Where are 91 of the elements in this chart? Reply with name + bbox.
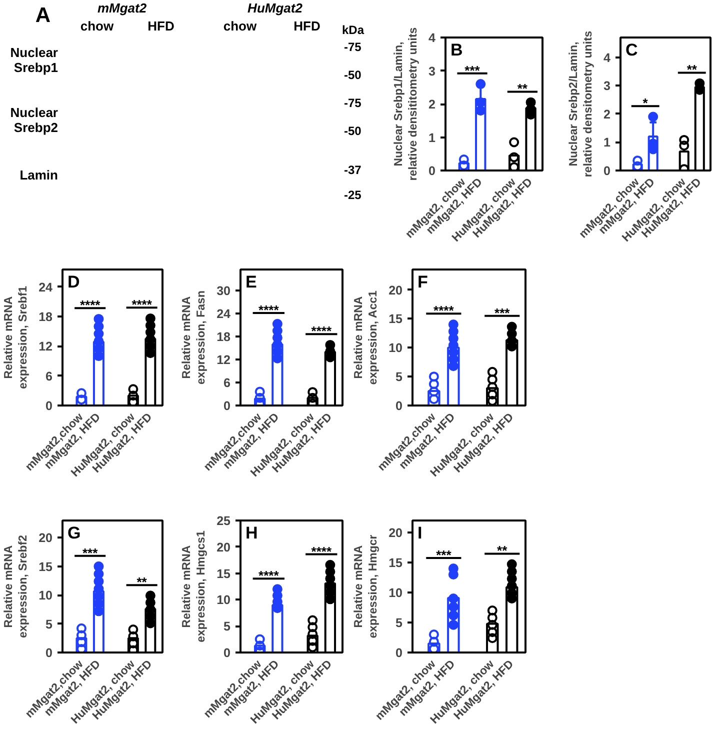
text: -37 — [344, 163, 362, 178]
text: -75 — [344, 96, 362, 111]
y-tick-label: 4 — [428, 31, 436, 45]
chart-title: F — [418, 272, 428, 292]
y-tick-label: 18 — [38, 310, 53, 324]
annotation: *** — [436, 547, 452, 562]
chart-title: B — [450, 40, 463, 60]
y-tick-label: 0 — [396, 646, 403, 660]
y-tick-label: 18 — [216, 330, 231, 344]
chart-title: D — [68, 272, 80, 292]
text: mMgat2 — [97, 0, 147, 16]
annotation: ** — [517, 81, 528, 96]
y-axis-title: Nuclear Srebp1/Lamin, relative densititometry units — [393, 27, 420, 181]
y-tick-label: 6 — [46, 369, 53, 384]
annotation: *** — [494, 305, 511, 320]
y-tick-label: 12 — [38, 340, 53, 354]
y-tick-label: 24 — [216, 307, 231, 322]
chart-title: I — [418, 524, 422, 542]
y-tick-label: 0 — [224, 399, 231, 413]
text: A — [35, 4, 51, 28]
y-tick-label: 0 — [604, 164, 611, 178]
y-axis-title: Relative mRNA expression, Acc1 — [353, 290, 380, 385]
text: Lamin — [20, 168, 58, 184]
text: Nuclear Srebp2 — [10, 105, 58, 136]
y-tick-label: 15 — [216, 566, 231, 581]
annotation: **** — [132, 297, 153, 312]
text: HuMgat2 — [248, 0, 302, 16]
y-tick-label: 0 — [428, 164, 436, 178]
y-axis-title: Relative mRNA expression, Fasn — [181, 290, 208, 384]
y-tick-label: 3 — [604, 79, 611, 94]
y-tick-label: 20 — [38, 531, 53, 546]
annotation: * — [642, 96, 649, 111]
y-tick-label: 5 — [396, 616, 403, 630]
y-tick-label: 1 — [604, 136, 611, 150]
y-tick-label: 2 — [428, 98, 436, 112]
text: HFD — [148, 18, 174, 34]
y-tick-label: 30 — [216, 284, 231, 298]
y-tick-label: 15 — [388, 312, 403, 326]
annotation: *** — [82, 545, 99, 560]
annotation: **** — [434, 303, 455, 318]
y-axis-title: Nuclear Srebp2/Lamin, relative densitometry units — [568, 30, 595, 178]
y-axis-title: Relative mRNA expression, Hmgcs1 — [181, 530, 208, 642]
y-tick-label: 4 — [604, 50, 611, 65]
y-tick-label: 20 — [216, 540, 231, 554]
y-tick-label: 10 — [388, 341, 403, 356]
y-tick-label: 20 — [388, 526, 403, 540]
text: -50 — [344, 68, 362, 83]
y-tick-label: 20 — [388, 283, 403, 298]
annotation: ** — [497, 543, 508, 558]
annotation: **** — [311, 324, 332, 339]
text: chow — [223, 18, 257, 34]
y-tick-label: 0 — [224, 646, 231, 660]
text: -75 — [344, 40, 362, 55]
y-tick-label: 0 — [46, 646, 53, 660]
y-tick-label: 5 — [396, 370, 403, 384]
chart-title: E — [246, 272, 257, 292]
y-tick-label: 12 — [216, 353, 231, 368]
y-tick-label: 24 — [38, 280, 53, 294]
y-tick-label: 0 — [46, 399, 53, 413]
y-tick-label: 5 — [224, 620, 231, 634]
text: -50 — [344, 124, 362, 139]
y-tick-label: 3 — [428, 64, 436, 78]
y-tick-label: 10 — [216, 593, 231, 608]
text: kDa — [342, 23, 364, 38]
annotation: ** — [136, 574, 148, 590]
y-axis-title: Relative mRNA expression, Srebf1 — [3, 285, 30, 389]
y-tick-label: 0 — [396, 399, 403, 413]
annotation: **** — [80, 298, 102, 313]
chart-title: G — [68, 524, 81, 542]
y-axis-title: Relative mRNA expression, Srebf2 — [3, 535, 30, 638]
annotation: **** — [258, 302, 280, 318]
y-tick-label: 1 — [428, 130, 436, 145]
y-tick-label: 10 — [388, 586, 403, 600]
chart-title: H — [246, 524, 258, 542]
annotation: *** — [464, 62, 481, 78]
y-axis-title: Relative mRNA expression, Hmgcr — [353, 534, 380, 638]
chart-title: C — [626, 40, 638, 60]
annotation: **** — [258, 568, 280, 584]
y-tick-label: 25 — [216, 514, 231, 528]
text: -25 — [344, 188, 362, 203]
y-tick-label: 10 — [38, 588, 53, 603]
y-tick-label: 6 — [224, 376, 231, 390]
y-tick-label: 15 — [38, 560, 53, 574]
annotation: **** — [311, 544, 332, 559]
y-tick-label: 15 — [388, 556, 403, 570]
text: chow — [80, 18, 114, 34]
text: Nuclear Srebp1 — [10, 45, 58, 76]
annotation: ** — [686, 62, 698, 78]
text: HFD — [294, 18, 320, 34]
y-tick-label: 2 — [604, 107, 611, 122]
y-tick-label: 5 — [46, 617, 53, 632]
